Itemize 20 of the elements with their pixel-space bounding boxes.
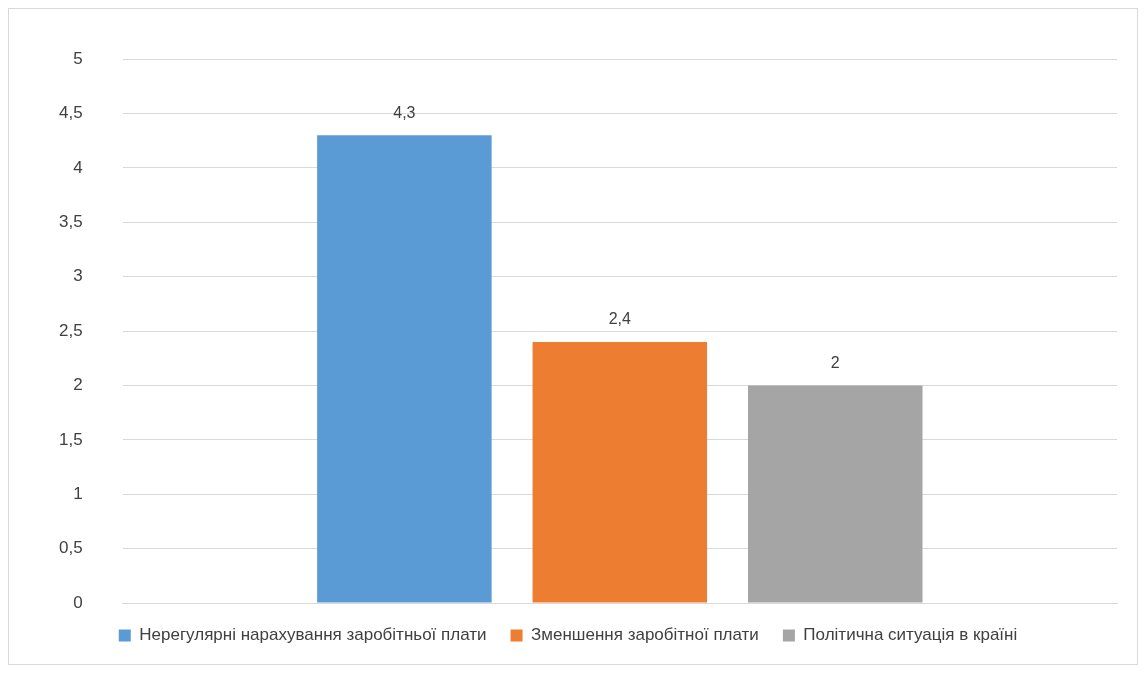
bar bbox=[748, 385, 923, 603]
bar bbox=[532, 341, 708, 603]
y-tick-label: 4,5 bbox=[58, 103, 83, 123]
data-label: 4,3 bbox=[393, 103, 416, 121]
y-tick-label: 0 bbox=[73, 592, 83, 612]
data-label: 2 bbox=[830, 353, 840, 371]
y-tick-label: 2,5 bbox=[58, 320, 83, 340]
y-tick-label: 3,5 bbox=[58, 212, 83, 232]
y-tick-label: 1 bbox=[73, 483, 83, 503]
y-tick-label: 5 bbox=[73, 48, 83, 68]
legend-label: Зменшення заробітної плати bbox=[531, 625, 759, 645]
data-label: 2,4 bbox=[608, 310, 632, 328]
y-tick-label: 4 bbox=[73, 157, 83, 177]
y-tick-label: 3 bbox=[73, 266, 83, 286]
y-tick-label: 0,5 bbox=[58, 538, 83, 558]
y-tick-label: 1,5 bbox=[58, 429, 83, 449]
bar bbox=[317, 135, 492, 603]
legend-label: Нерегулярні нарахування заробітньої плати bbox=[139, 625, 487, 645]
legend-label: Політична ситуація в країні bbox=[803, 625, 1018, 645]
y-tick-label: 2 bbox=[73, 375, 83, 395]
